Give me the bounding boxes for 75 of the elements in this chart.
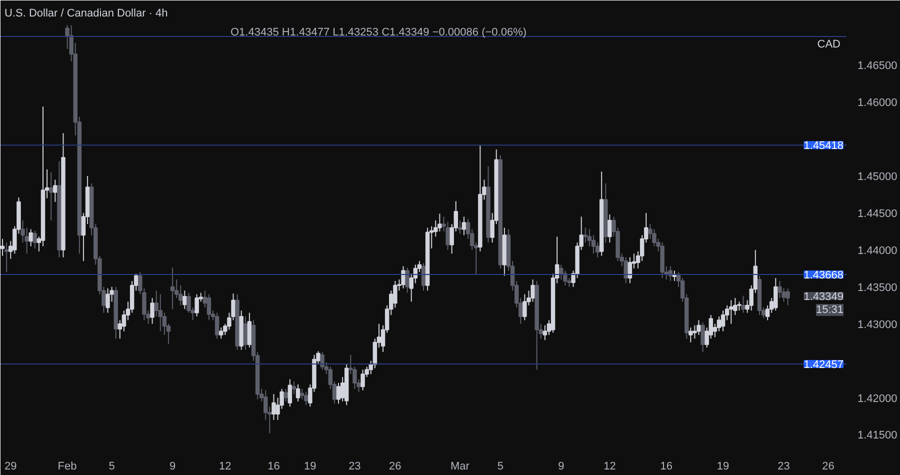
candlestick (774, 278, 778, 312)
y-tick-label: 1.41500 (858, 430, 898, 442)
candlestick (243, 316, 248, 350)
candlestick (150, 297, 154, 324)
candlestick (206, 294, 212, 321)
x-tick-label: 12 (604, 460, 616, 472)
candlestick (304, 391, 308, 406)
x-tick-label: 9 (558, 460, 564, 472)
candlestick (741, 295, 746, 314)
x-tick-label: 26 (389, 460, 402, 472)
candlestick (0, 238, 5, 256)
ref-line-label: 1.42457 (804, 358, 844, 371)
chart-subtitle: O1.43435 H1.43477 L1.43253 C1.43349 −0.00086 (−0.06%) (230, 26, 527, 38)
candlestick (292, 381, 296, 395)
x-tick-label: 26 (822, 460, 834, 472)
y-tick-label: 1.45000 (858, 171, 898, 184)
ref-line-label: 1.43668 (804, 269, 844, 282)
y-tick-label: 1.42000 (858, 392, 898, 405)
x-tick-label: 29 (4, 460, 17, 472)
candlestick (696, 320, 701, 336)
chart-title: U.S. Dollar / Canadian Dollar · 4h (4, 8, 168, 20)
x-tick-label: 23 (778, 460, 790, 472)
candlestick (182, 290, 187, 310)
candlestick (4, 242, 9, 273)
x-tick-label: 19 (716, 460, 730, 472)
y-tick-label: 1.46500 (858, 60, 898, 72)
candlestick (218, 327, 224, 340)
x-tick-label: 16 (268, 460, 280, 472)
candlestick (729, 300, 734, 324)
candlestick (778, 280, 782, 298)
candlestick (522, 294, 527, 321)
candlestick (700, 322, 705, 352)
y-tick-label: 1.44500 (858, 208, 898, 220)
candlestick (360, 369, 365, 391)
candlestick (624, 256, 628, 284)
x-tick-label: 5 (497, 460, 504, 472)
x-tick-label: 23 (348, 460, 361, 472)
candlestick (583, 227, 588, 244)
candlestick (284, 388, 288, 402)
candlestick (296, 384, 300, 402)
candlestick (247, 312, 252, 348)
x-tick-label: 16 (660, 460, 673, 472)
candlestick (320, 351, 324, 370)
candlestick (608, 214, 612, 244)
candlestick (405, 267, 410, 294)
y-tick-label: 1.43000 (858, 318, 898, 331)
candlestick (53, 179, 58, 202)
x-tick-label: 5 (108, 460, 115, 472)
x-tick-label: Feb (58, 460, 77, 472)
x-tick-label: 9 (169, 460, 176, 472)
candlestick (106, 288, 110, 314)
candlestick (688, 327, 693, 343)
candlestick (288, 378, 292, 408)
y-tick-label: 1.43500 (858, 282, 898, 294)
candlestick (214, 312, 220, 340)
candlestick (462, 216, 466, 236)
x-tick-label: Mar (450, 460, 470, 472)
candlestick (628, 256, 632, 284)
candlestick (194, 294, 199, 317)
candlestick (530, 279, 535, 302)
candlestick (28, 228, 33, 247)
candlestick (170, 267, 175, 310)
candlestick (421, 262, 426, 292)
annotation: 15:31 (816, 304, 844, 316)
x-tick-label: 19 (304, 460, 316, 472)
candlestick (32, 230, 38, 249)
x-tick-label: 12 (219, 460, 232, 472)
y-tick-label: 1.44000 (858, 244, 898, 257)
annotation: 1.43349 (804, 291, 844, 304)
y-axis-title: CAD (817, 38, 841, 50)
candlestick (158, 294, 163, 332)
candlestick (786, 288, 790, 306)
candlestick (48, 172, 54, 221)
y-tick-label: 1.46000 (858, 97, 898, 110)
candlestick (272, 394, 276, 420)
